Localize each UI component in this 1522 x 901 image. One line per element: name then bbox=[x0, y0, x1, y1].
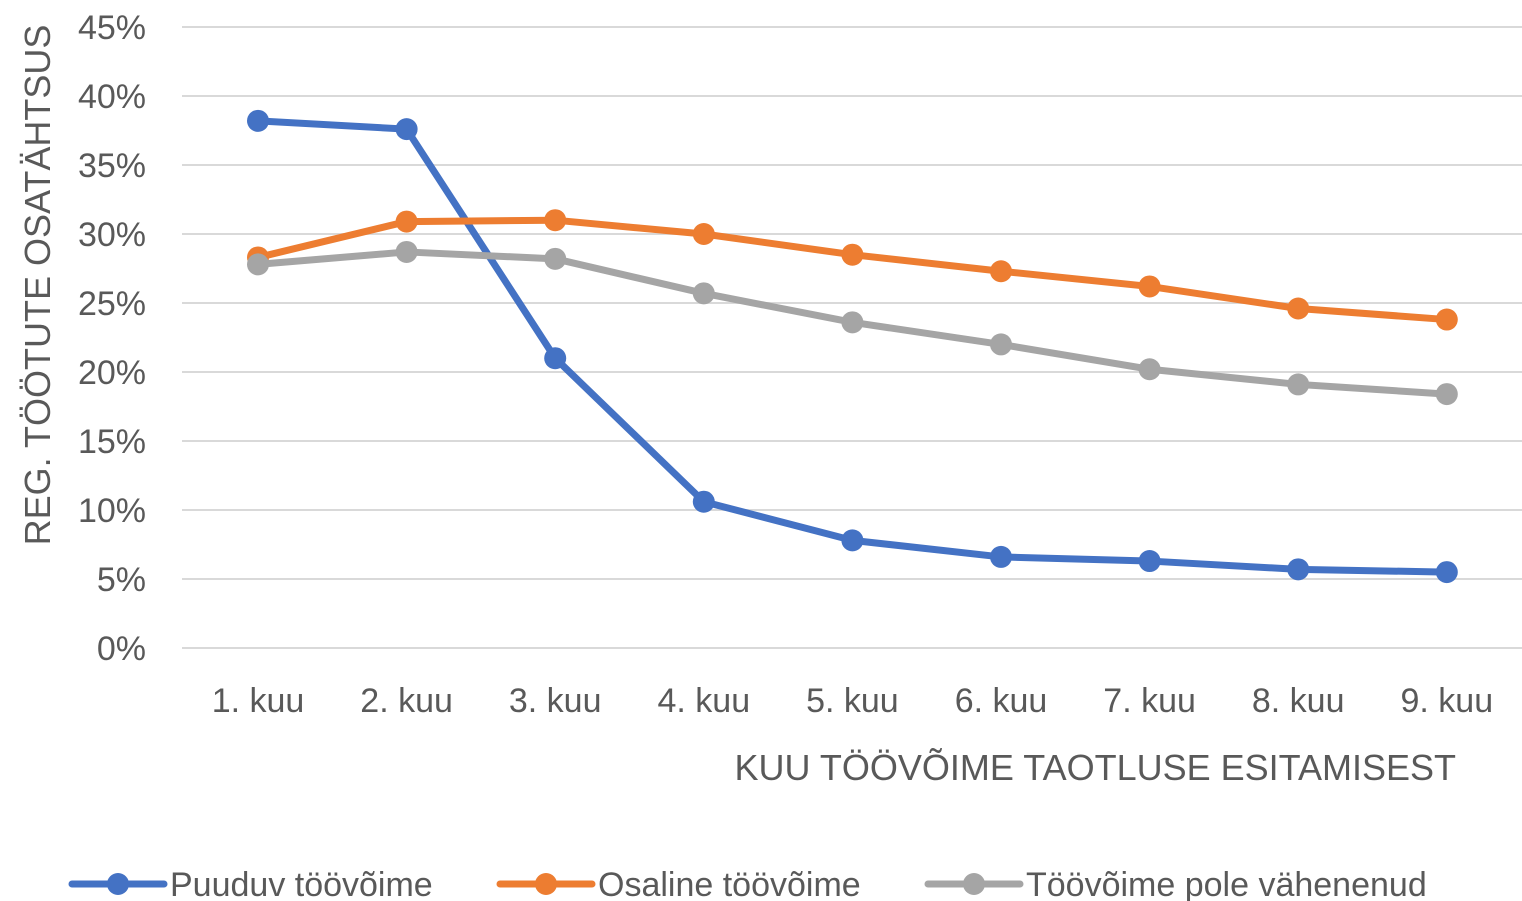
data-point bbox=[692, 223, 715, 245]
data-point bbox=[1138, 550, 1161, 573]
y-tick-label: 30% bbox=[78, 216, 146, 254]
y-tick-label: 5% bbox=[97, 561, 146, 599]
y-tick-label: 0% bbox=[97, 630, 146, 668]
x-tick-label: 8. kuu bbox=[1252, 682, 1345, 720]
data-point bbox=[841, 243, 864, 266]
legend-label: Töövõime pole vähenenud bbox=[1026, 866, 1427, 901]
legend-item: Osaline töövõime bbox=[496, 866, 861, 901]
data-point bbox=[247, 109, 269, 132]
series-line bbox=[254, 117, 1451, 576]
data-point bbox=[1287, 297, 1310, 320]
series-3 bbox=[247, 240, 1458, 406]
legend-label: Puuduv töövõime bbox=[170, 866, 433, 901]
data-point bbox=[692, 490, 715, 513]
data-point bbox=[247, 253, 269, 276]
data-point bbox=[990, 545, 1012, 568]
data-point bbox=[395, 118, 418, 141]
y-tick-label: 10% bbox=[78, 492, 146, 530]
y-axis-ticks: 0% 5% 10% 15% 20% 25% 30% 35% 40% 45% bbox=[78, 9, 146, 668]
data-point bbox=[544, 347, 567, 370]
data-point bbox=[1287, 373, 1310, 396]
legend-swatch-marker bbox=[963, 873, 985, 895]
x-tick-label: 4. kuu bbox=[657, 682, 750, 720]
data-point bbox=[841, 529, 864, 552]
y-tick-label: 35% bbox=[78, 147, 146, 185]
y-tick-label: 25% bbox=[78, 285, 146, 323]
data-point bbox=[1138, 358, 1161, 381]
data-point bbox=[841, 311, 864, 334]
series-line bbox=[254, 216, 1451, 324]
gridlines bbox=[182, 26, 1522, 649]
data-point bbox=[395, 240, 418, 263]
legend-item: Töövõime pole vähenenud bbox=[924, 866, 1427, 901]
y-tick-label: 15% bbox=[78, 423, 146, 461]
x-tick-label: 7. kuu bbox=[1103, 682, 1196, 720]
x-tick-label: 6. kuu bbox=[955, 682, 1048, 720]
x-tick-label: 3. kuu bbox=[509, 682, 602, 720]
legend-item: Puuduv töövõime bbox=[68, 866, 433, 901]
data-point bbox=[1435, 383, 1458, 406]
series-1 bbox=[247, 109, 1458, 584]
data-point bbox=[1435, 561, 1458, 584]
series-group bbox=[247, 109, 1458, 584]
legend: Puuduv töövõime Osaline töövõime Töövõime … bbox=[68, 866, 1427, 901]
y-tick-label: 45% bbox=[78, 9, 146, 47]
data-point bbox=[1138, 275, 1161, 298]
legend-label: Osaline töövõime bbox=[598, 866, 861, 901]
data-point bbox=[990, 260, 1012, 283]
data-point bbox=[990, 333, 1012, 356]
x-axis-title: KUU TÖÖVÕIME TAOTLUSE ESITAMISEST bbox=[735, 747, 1456, 788]
data-point bbox=[544, 209, 567, 232]
legend-swatch-marker bbox=[535, 873, 557, 895]
data-point bbox=[692, 282, 715, 305]
x-tick-label: 9. kuu bbox=[1400, 682, 1493, 720]
legend-swatch-marker bbox=[107, 873, 129, 895]
x-tick-label: 5. kuu bbox=[806, 682, 899, 720]
x-axis-ticks: 1. kuu 2. kuu 3. kuu 4. kuu 5. kuu 6. kuu 7. k… bbox=[212, 682, 1493, 720]
data-point bbox=[544, 247, 567, 270]
data-point bbox=[395, 210, 418, 233]
y-tick-label: 20% bbox=[78, 354, 146, 392]
y-axis-title: REG. TÖÖTUTE OSATÄHTSUS bbox=[17, 25, 58, 546]
data-point bbox=[1287, 558, 1310, 581]
x-tick-label: 2. kuu bbox=[360, 682, 453, 720]
y-tick-label: 40% bbox=[78, 78, 146, 116]
x-tick-label: 1. kuu bbox=[212, 682, 305, 720]
data-point bbox=[1435, 308, 1458, 331]
